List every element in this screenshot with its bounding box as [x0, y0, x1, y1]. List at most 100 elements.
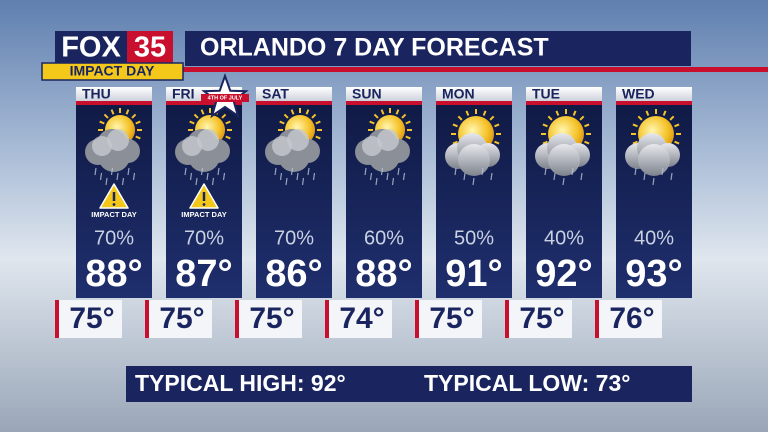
title: ORLANDO 7 DAY FORECAST — [200, 34, 549, 62]
day-name: FRI — [172, 86, 195, 102]
sun-ray — [380, 109, 385, 115]
low-box — [415, 300, 482, 338]
rain — [402, 172, 406, 181]
high-temp: 88° — [355, 253, 412, 295]
precip-chance: 60% — [364, 227, 404, 249]
rain — [274, 167, 277, 176]
rain — [206, 172, 209, 181]
cloud-puff — [107, 129, 129, 151]
low-box-accent — [415, 300, 419, 338]
sun-ray — [225, 120, 231, 125]
sun-ray — [110, 109, 115, 115]
rain — [200, 167, 204, 176]
weather-icon — [265, 108, 322, 186]
rain — [553, 172, 556, 181]
day-header-rule — [346, 101, 422, 105]
low-box-accent — [55, 300, 59, 338]
sun-ray — [542, 140, 548, 145]
rain — [652, 177, 655, 186]
high-temp: 87° — [175, 253, 232, 295]
rain — [290, 167, 294, 176]
rain — [217, 167, 220, 176]
low-box — [325, 300, 392, 338]
sun-ray — [579, 115, 585, 121]
impact-label: IMPACT DAY — [181, 210, 226, 219]
rain — [110, 167, 114, 176]
rain — [544, 167, 547, 176]
sun-ray — [290, 109, 295, 115]
rain — [301, 177, 305, 186]
rain — [105, 177, 108, 186]
low-temp: 75° — [249, 302, 294, 335]
sun-ray — [369, 120, 375, 125]
sun-ray — [315, 135, 321, 140]
low-temp: 75° — [519, 302, 564, 335]
day-header-rule — [256, 101, 332, 105]
day-name: SUN — [352, 86, 382, 102]
high-temp: 88° — [85, 253, 142, 295]
rain — [562, 177, 565, 186]
rain — [364, 167, 367, 176]
precip-chance: 70% — [94, 227, 134, 249]
high-temp: 91° — [445, 253, 502, 295]
weather-icon — [535, 109, 591, 186]
rain — [369, 172, 373, 181]
sun-ray — [135, 135, 141, 140]
rain — [643, 172, 646, 181]
low-temp: 76° — [609, 302, 654, 335]
sun-ray — [489, 115, 495, 121]
day-name: TUE — [532, 86, 560, 102]
day-header-rule — [166, 101, 242, 105]
rain — [307, 167, 310, 176]
title-bar — [185, 31, 691, 66]
weather-icon — [355, 108, 412, 186]
sun-ray — [131, 113, 137, 119]
precip-chance: 40% — [634, 227, 674, 249]
day-header — [346, 87, 422, 102]
weather-icon — [85, 108, 142, 186]
rain — [375, 177, 378, 186]
high-temp: 93° — [625, 253, 682, 295]
sun-ray — [200, 109, 205, 115]
sun-ray — [465, 110, 470, 116]
rain — [184, 167, 187, 176]
low-temp: 74° — [339, 302, 384, 335]
cloud-puff — [548, 144, 580, 176]
day-name: THU — [82, 86, 111, 102]
rain — [116, 172, 119, 181]
low-box-accent — [505, 300, 509, 338]
sun-ray — [395, 109, 400, 115]
sun-ray — [405, 120, 411, 125]
low-temp: 75° — [159, 302, 204, 335]
cloud-puff — [638, 144, 670, 176]
cloud-puff — [287, 129, 309, 151]
rain — [397, 167, 400, 176]
sun-ray — [632, 140, 638, 145]
high-temp: 86° — [265, 253, 322, 295]
low-box-accent — [235, 300, 239, 338]
sun-ray — [193, 113, 199, 119]
sun-ray — [674, 123, 680, 128]
day-header — [256, 87, 332, 102]
sun-ray — [547, 115, 553, 121]
precip-chance: 70% — [184, 227, 224, 249]
sun-ray — [401, 113, 407, 119]
low-box — [235, 300, 302, 338]
sun-ray — [373, 113, 379, 119]
sun-ray — [311, 113, 317, 119]
sun-ray — [482, 110, 487, 116]
precip-chance: 40% — [544, 227, 584, 249]
holiday-badge: 4TH OF JULY — [208, 95, 243, 101]
sun-ray — [103, 113, 109, 119]
typical-low: TYPICAL LOW: 73° — [424, 370, 630, 396]
rain — [571, 167, 574, 176]
rain — [463, 172, 466, 181]
day-header-rule — [526, 101, 602, 105]
rain — [472, 177, 475, 186]
rain — [380, 167, 384, 176]
day-header — [616, 87, 692, 102]
weather-icon — [175, 108, 232, 186]
day-header — [436, 87, 512, 102]
